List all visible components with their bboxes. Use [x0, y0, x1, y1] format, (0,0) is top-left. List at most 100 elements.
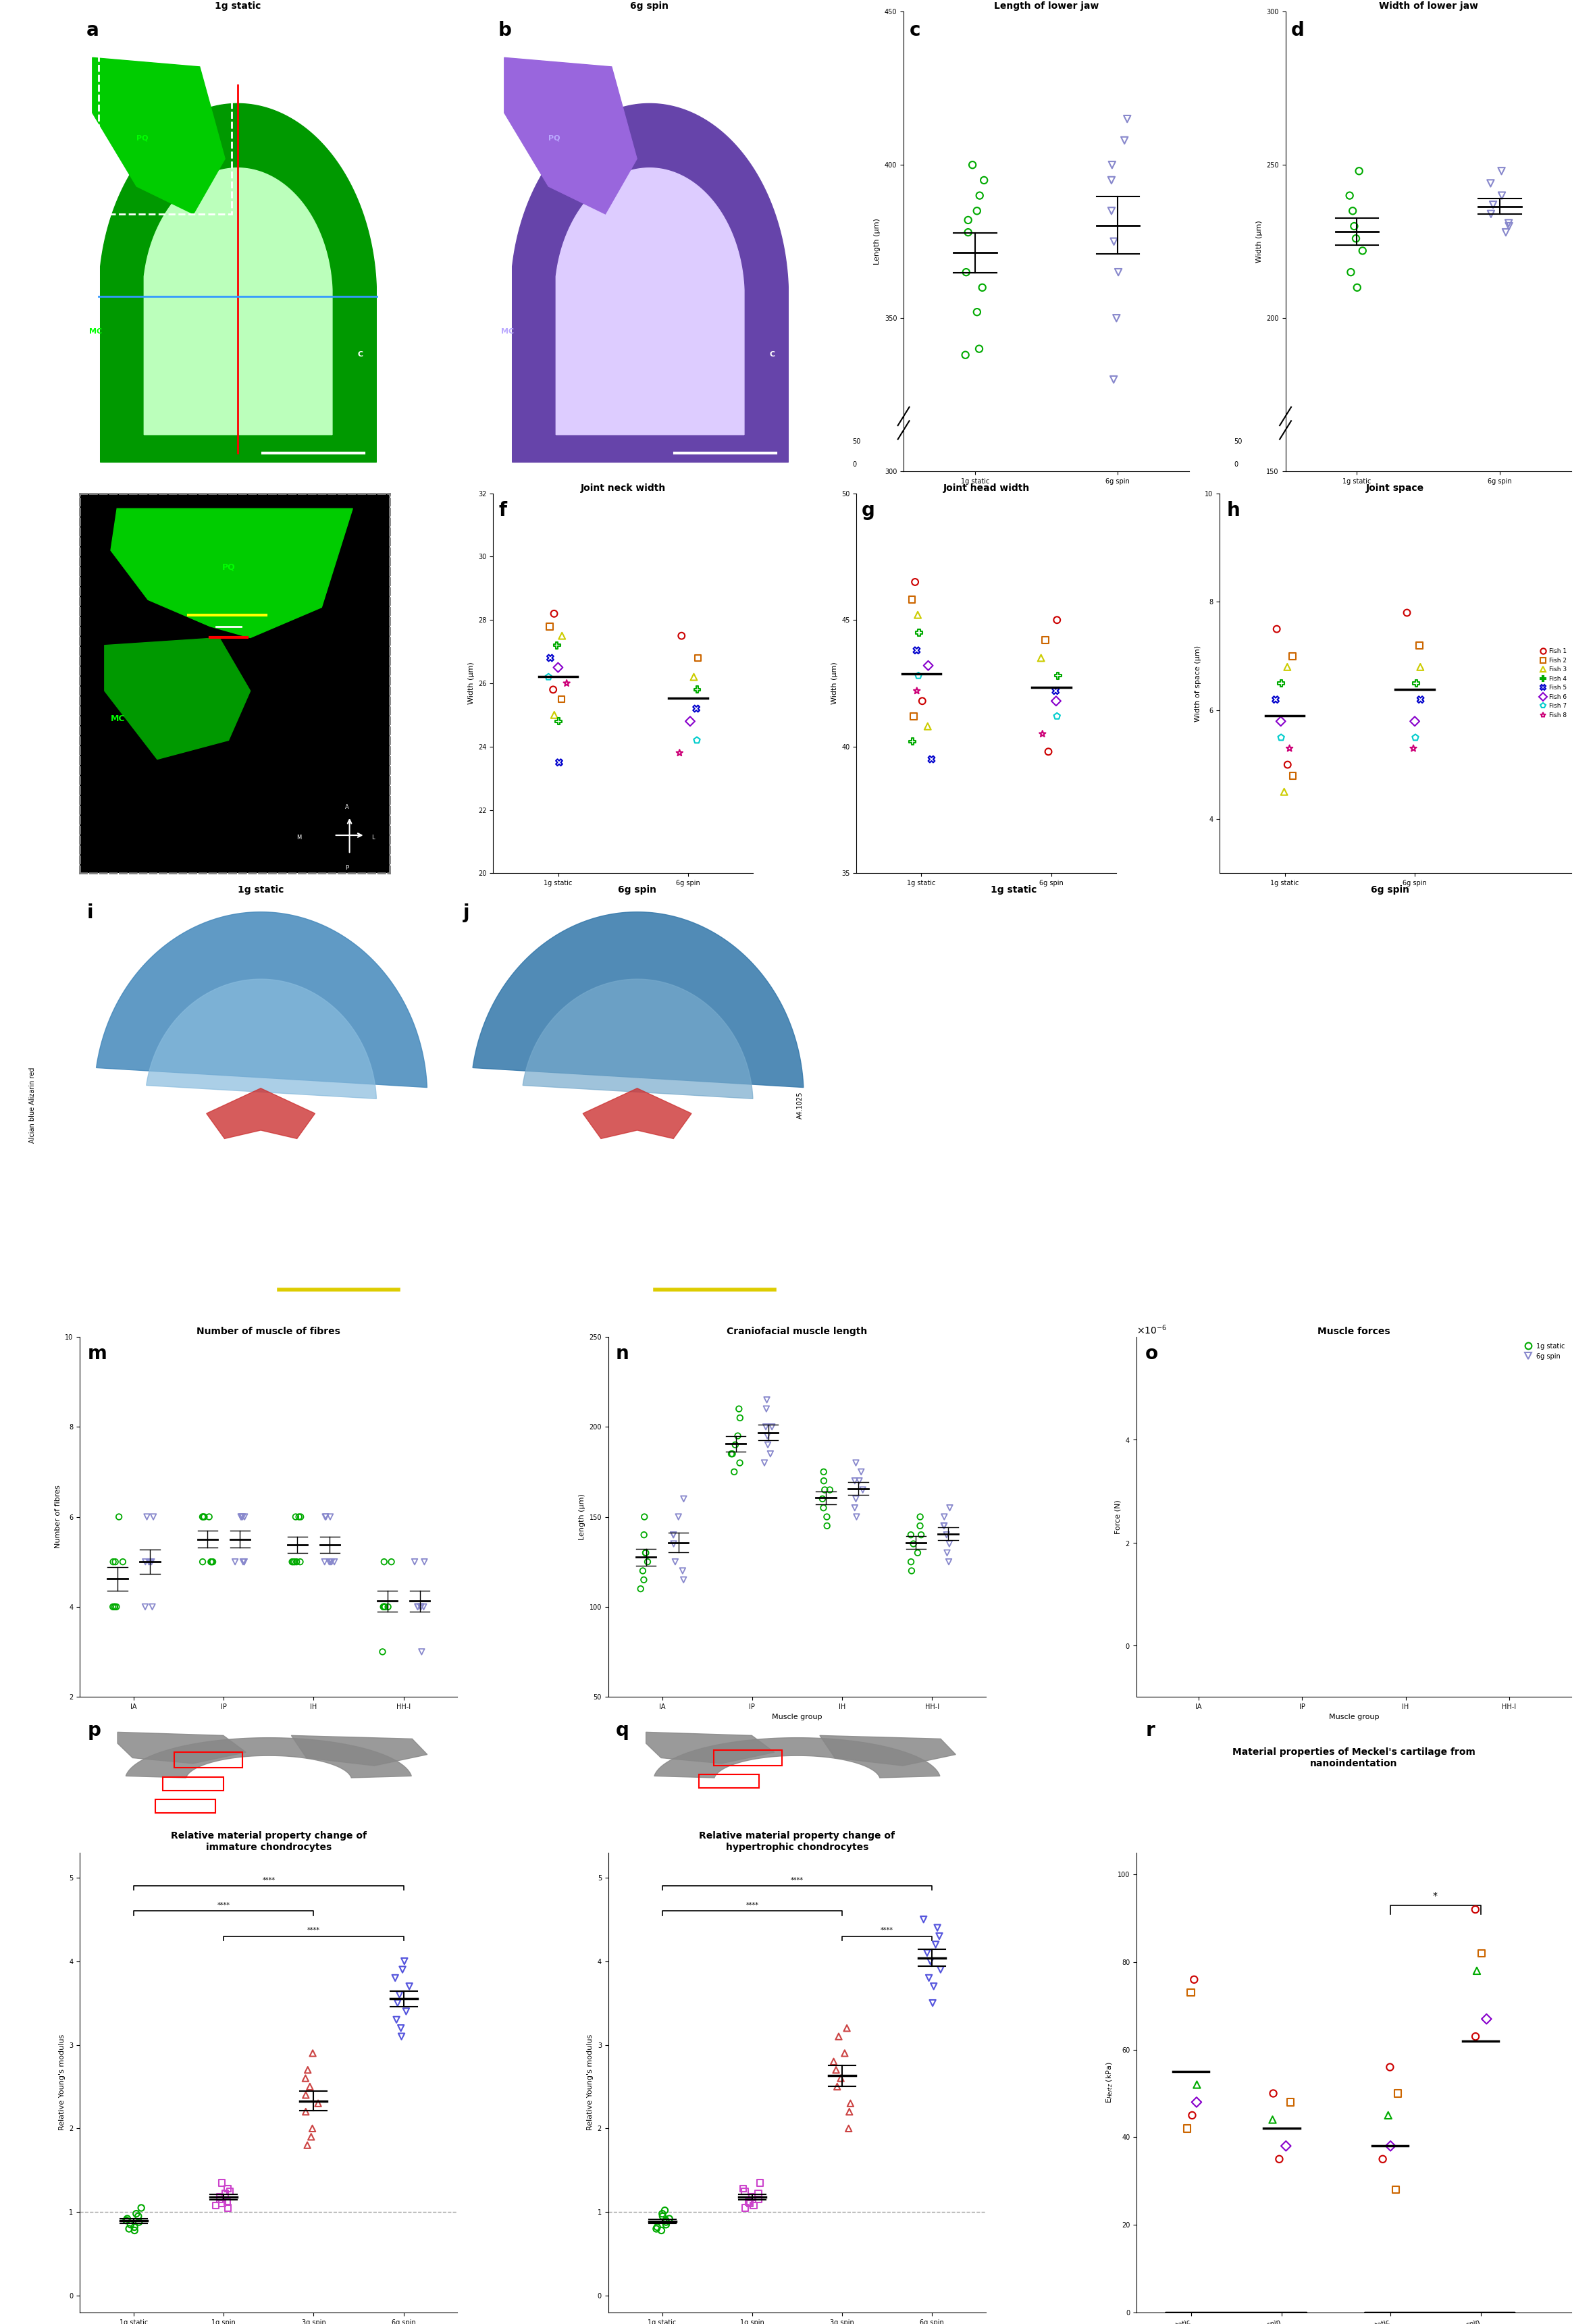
Text: ****: **** [308, 1927, 321, 1934]
Text: q: q [616, 1720, 628, 1741]
Point [1112, 121, 1137, 158]
Point [1274, 746, 1300, 783]
Y-axis label: Relative Young's modulus: Relative Young's modulus [59, 2034, 65, 2131]
Point [1273, 2126, 1298, 2164]
Y-axis label: Width (μm): Width (μm) [831, 662, 837, 704]
Point [732, 2173, 758, 2210]
Text: p: p [88, 1720, 100, 1741]
Text: A: A [345, 804, 349, 811]
Point [632, 1515, 657, 1552]
Point [635, 1543, 660, 1580]
Point [671, 1480, 697, 1518]
Point [903, 562, 928, 600]
Text: o: o [1145, 1343, 1158, 1362]
Point [1182, 1961, 1207, 1999]
Point [378, 1543, 404, 1580]
Point [282, 1543, 308, 1580]
Y-axis label: Number of fibres: Number of fibres [54, 1485, 61, 1548]
Title: 1g static: 1g static [214, 2, 260, 12]
Text: j: j [464, 904, 471, 923]
Point [136, 1543, 161, 1580]
Polygon shape [96, 911, 427, 1088]
Point [538, 639, 563, 676]
Point [1260, 2101, 1286, 2138]
Point [1488, 153, 1514, 191]
Point [375, 1587, 400, 1624]
Point [1276, 730, 1302, 767]
Point [190, 1543, 215, 1580]
Point [684, 690, 710, 727]
Point [649, 2212, 675, 2250]
Point [967, 330, 992, 367]
Point [654, 2203, 679, 2240]
Point [633, 1534, 659, 1571]
Point [935, 1534, 960, 1571]
Point [541, 672, 566, 709]
Point [372, 1587, 397, 1624]
Point [842, 1490, 868, 1527]
Polygon shape [100, 105, 376, 462]
X-axis label: Muscle group: Muscle group [772, 1713, 823, 1720]
Point [836, 2094, 861, 2131]
Point [834, 2010, 860, 2047]
Point [936, 1525, 962, 1562]
Text: ****: **** [746, 1901, 759, 1908]
Text: h: h [1227, 502, 1239, 521]
Point [681, 658, 707, 695]
Point [319, 1543, 345, 1580]
Y-axis label: Width (μm): Width (μm) [467, 662, 474, 704]
Point [727, 1443, 753, 1480]
Point [408, 1634, 434, 1671]
Point [196, 1499, 222, 1536]
Point [405, 1587, 431, 1624]
Point [936, 1490, 962, 1527]
Point [810, 1452, 836, 1490]
Point [1408, 681, 1434, 718]
Point [920, 1985, 946, 2022]
Point [317, 1499, 343, 1536]
Point [1104, 300, 1129, 337]
Point [628, 1571, 654, 1608]
Point [553, 665, 579, 702]
Point [821, 2043, 847, 2080]
Point [933, 1515, 959, 1552]
Point [293, 2059, 319, 2096]
Point [1343, 221, 1369, 258]
Point [1099, 193, 1124, 230]
Point [751, 1443, 777, 1480]
Text: ****: **** [217, 1901, 230, 1908]
Point [955, 214, 981, 251]
Point [1346, 153, 1372, 191]
Text: IP: IP [850, 964, 860, 971]
Title: Craniofacial muscle length: Craniofacial muscle length [727, 1327, 868, 1336]
Point [389, 1952, 415, 1989]
Point [1493, 214, 1518, 251]
Point [286, 1499, 311, 1536]
Point [1029, 639, 1054, 676]
Point [281, 1543, 306, 1580]
Point [758, 1436, 783, 1473]
Text: M: M [297, 834, 301, 841]
Title: Length of lower jaw: Length of lower jaw [994, 2, 1099, 12]
Point [126, 2199, 152, 2236]
Polygon shape [646, 1731, 775, 1764]
Point [652, 2192, 678, 2229]
Point [817, 1471, 842, 1508]
Point [405, 1587, 431, 1624]
Point [823, 2052, 849, 2089]
Text: l: l [1217, 904, 1223, 923]
Point [726, 1418, 751, 1455]
Point [652, 2201, 678, 2238]
Point [545, 648, 571, 686]
Point [737, 2185, 762, 2222]
Text: 50: 50 [1235, 439, 1243, 446]
Point [931, 1508, 957, 1545]
Point [102, 1587, 128, 1624]
Text: PQ: PQ [222, 562, 234, 572]
Point [1043, 683, 1069, 720]
Point [668, 618, 694, 655]
Point [847, 1462, 872, 1499]
Polygon shape [582, 1088, 692, 1139]
Y-axis label: Relative Young's modulus: Relative Young's modulus [587, 2034, 593, 2131]
Point [1263, 681, 1289, 718]
